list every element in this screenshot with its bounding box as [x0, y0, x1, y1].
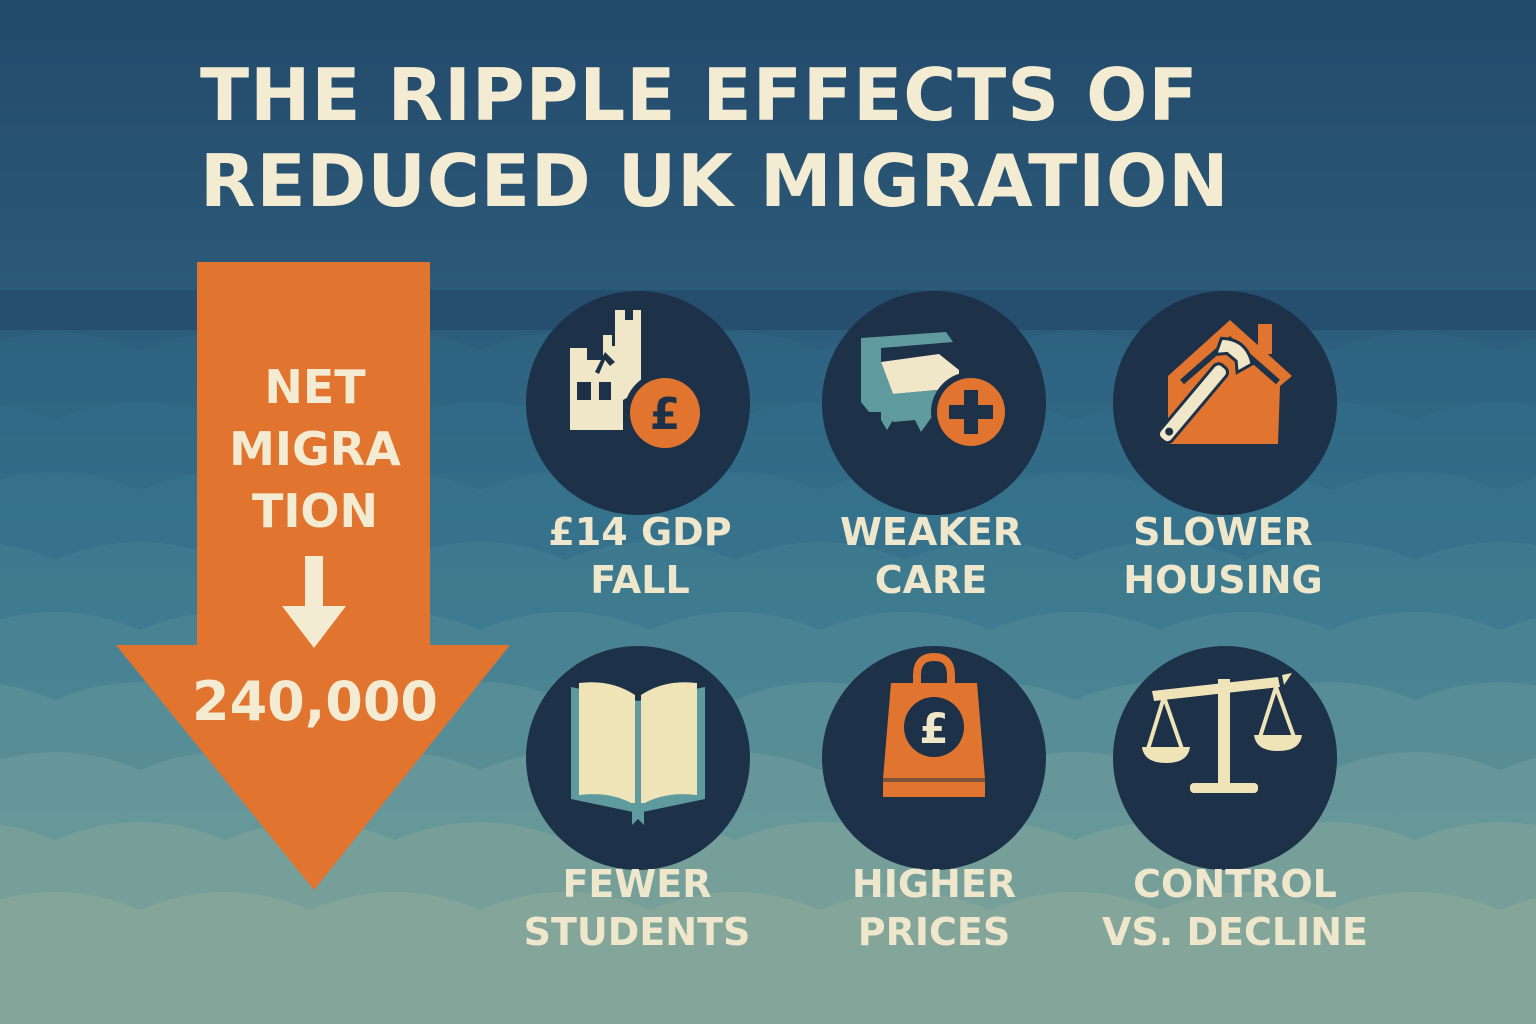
effect-line: FEWER: [562, 862, 712, 906]
svg-text:£: £: [919, 704, 948, 753]
effect-label-housing: SLOWER HOUSING: [1093, 508, 1353, 604]
net-migration-value: 240,000: [192, 670, 438, 733]
effect-line: £14 GDP: [548, 510, 732, 554]
effect-line: VS. DECLINE: [1102, 910, 1368, 954]
house-wrench-icon: [1113, 291, 1337, 515]
arrow-label-line: NET: [264, 360, 366, 414]
effect-line: CARE: [874, 558, 988, 602]
effect-line: FALL: [590, 558, 690, 602]
wave-band: [0, 892, 1536, 1024]
effect-line: CONTROL: [1133, 862, 1337, 906]
effect-label-care: WEAKER CARE: [801, 508, 1061, 604]
title-line-2: REDUCED UK MIGRATION: [200, 139, 1230, 223]
arrow-label-line: TION: [251, 484, 379, 538]
effect-label-control: CONTROL VS. DECLINE: [1090, 860, 1380, 956]
effect-line: STUDENTS: [523, 910, 751, 954]
effect-line: WEAKER: [840, 510, 1022, 554]
effect-line: PRICES: [857, 910, 1011, 954]
small-down-arrow-icon: [282, 556, 346, 648]
shopping-bag-pound-icon: £: [822, 646, 1046, 870]
open-book-icon: [526, 646, 750, 870]
effect-line: HIGHER: [851, 862, 1017, 906]
effect-label-prices: HIGHER PRICES: [804, 860, 1064, 956]
svg-text:£: £: [650, 389, 681, 440]
balance-scale-icon: [1113, 646, 1337, 870]
arrow-label-line: MIGRA: [229, 422, 401, 476]
title-line-1: THE RIPPLE EFFECTS OF: [200, 53, 1199, 137]
effect-line: HOUSING: [1123, 558, 1323, 602]
wave-band: [0, 822, 1536, 1024]
net-migration-label: NET MIGRA TION: [160, 356, 470, 542]
effect-label-students: FEWER STUDENTS: [507, 860, 767, 956]
hospital-bed-cross-icon: [822, 291, 1046, 515]
effect-line: SLOWER: [1133, 510, 1313, 554]
page-title: THE RIPPLE EFFECTS OF REDUCED UK MIGRATI…: [200, 52, 1230, 224]
factory-pound-icon: £: [526, 291, 750, 515]
effect-label-gdp: £14 GDP FALL: [510, 508, 770, 604]
